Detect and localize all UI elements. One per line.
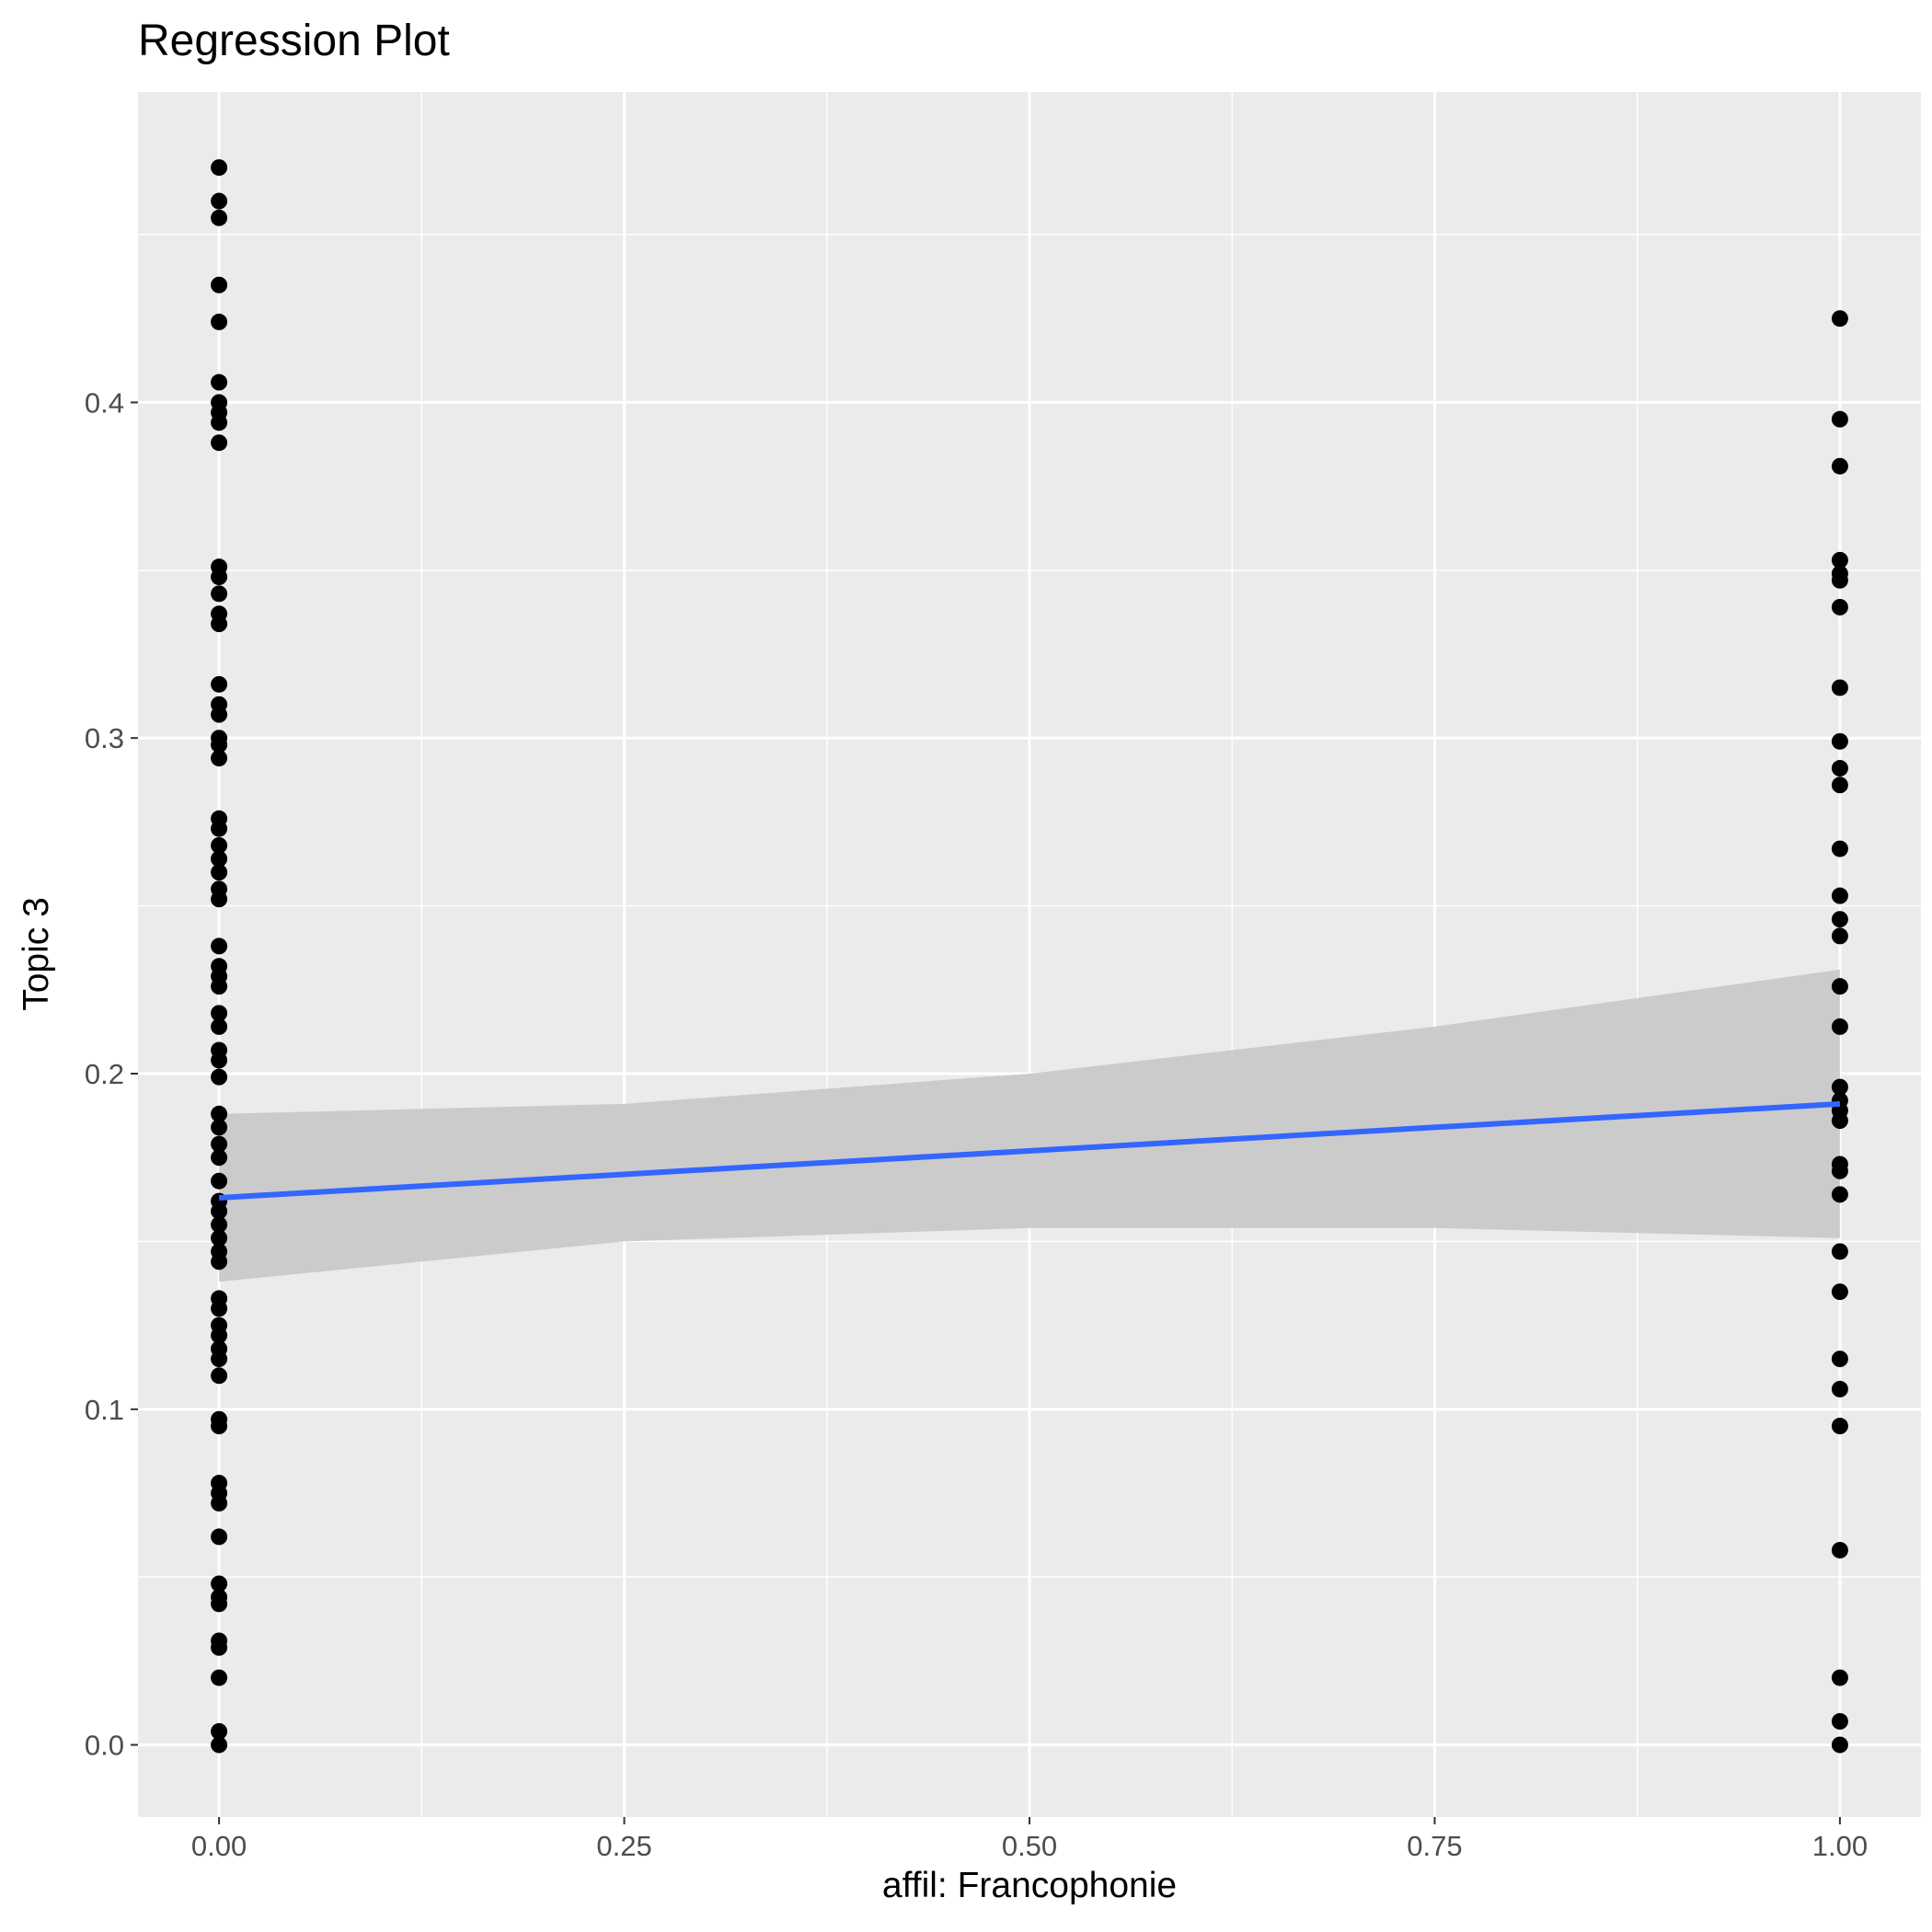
x-tick-label: 1.00: [1812, 1830, 1868, 1862]
data-point: [211, 1575, 228, 1593]
data-point: [211, 1135, 228, 1153]
data-point: [1831, 1078, 1848, 1096]
data-point: [1831, 1243, 1848, 1260]
data-point: [211, 569, 228, 586]
data-point: [211, 891, 228, 908]
data-point: [211, 864, 228, 881]
data-point: [211, 1528, 228, 1546]
x-tick-label: 0.25: [596, 1830, 651, 1862]
data-point: [1831, 840, 1848, 857]
data-point: [211, 1052, 228, 1069]
data-point: [1831, 760, 1848, 777]
data-point: [211, 850, 228, 868]
regression-line: [218, 1100, 1841, 1201]
data-point: [1831, 911, 1848, 928]
data-point: [1831, 776, 1848, 794]
data-point: [1831, 1736, 1848, 1754]
y-tick-label: 0.1: [85, 1394, 124, 1426]
y-axis: 0.0 0.1 0.2 0.3 0.4: [85, 386, 138, 1762]
data-point: [211, 736, 228, 753]
x-tick-label: 0.75: [1407, 1830, 1462, 1862]
data-point: [211, 937, 228, 955]
data-point: [1831, 1713, 1848, 1731]
data-point: [211, 1300, 228, 1317]
data-point: [211, 1722, 228, 1740]
data-point: [1831, 1669, 1848, 1686]
data-point: [211, 1327, 228, 1344]
data-point: [1831, 310, 1848, 328]
y-tick-label: 0.4: [85, 386, 124, 419]
data-point: [1831, 551, 1848, 569]
data-point: [211, 1068, 228, 1086]
data-point: [1831, 978, 1848, 995]
data-point: [211, 414, 228, 431]
data-point: [1831, 1380, 1848, 1397]
data-point: [1831, 927, 1848, 945]
data-point: [211, 1018, 228, 1035]
data-point: [1831, 1162, 1848, 1179]
data-point: [211, 1253, 228, 1271]
x-axis: 0.00 0.25 0.50 0.75 1.00: [191, 1817, 1868, 1862]
data-point: [211, 1172, 228, 1190]
x-axis-title: affil: Francophonie: [882, 1866, 1177, 1905]
y-tick-label: 0.0: [85, 1730, 124, 1762]
chart-title: Regression Plot: [138, 17, 450, 65]
data-point: [211, 1494, 228, 1512]
data-point: [211, 1202, 228, 1220]
data-point: [211, 836, 228, 854]
data-point: [1831, 1418, 1848, 1435]
data-point: [211, 1367, 228, 1385]
data-point: [211, 192, 228, 210]
confidence-band: [219, 969, 1840, 1282]
data-point: [1831, 1351, 1848, 1368]
data-point: [211, 1149, 228, 1167]
data-point: [211, 615, 228, 633]
data-point: [1831, 732, 1848, 750]
data-point: [211, 159, 228, 177]
data-point: [211, 276, 228, 293]
data-point: [211, 675, 228, 693]
data-point: [211, 434, 228, 452]
data-point: [211, 585, 228, 603]
data-point: [211, 1005, 228, 1022]
data-point: [211, 209, 228, 226]
data-point: [1831, 457, 1848, 475]
data-point: [211, 978, 228, 995]
data-point: [211, 1351, 228, 1368]
data-point: [1831, 679, 1848, 696]
data-point: [211, 1639, 228, 1656]
data-point: [211, 750, 228, 767]
y-tick-label: 0.2: [85, 1058, 124, 1090]
data-point: [211, 1216, 228, 1234]
data-point: [211, 1105, 228, 1122]
data-point: [211, 1595, 228, 1613]
data-point: [1831, 1541, 1848, 1558]
data-point: [1831, 1283, 1848, 1301]
scatter-points: [211, 159, 1848, 1754]
x-tick-label: 0.00: [191, 1830, 247, 1862]
data-point: [211, 706, 228, 723]
y-axis-title: Topic 3: [17, 897, 56, 1011]
data-point: [1831, 571, 1848, 589]
data-point: [1831, 1112, 1848, 1130]
data-point: [1831, 1018, 1848, 1035]
data-point: [211, 1119, 228, 1136]
data-point: [1831, 410, 1848, 428]
data-point: [1831, 598, 1848, 615]
x-tick-label: 0.50: [1002, 1830, 1057, 1862]
data-point: [211, 1669, 228, 1686]
data-point: [211, 1418, 228, 1435]
data-point: [211, 313, 228, 330]
data-point: [1831, 887, 1848, 904]
data-point: [211, 1229, 228, 1247]
data-point: [1831, 1186, 1848, 1203]
y-tick-label: 0.3: [85, 722, 124, 754]
data-point: [211, 1736, 228, 1754]
data-point: [211, 374, 228, 391]
data-point: [211, 820, 228, 837]
